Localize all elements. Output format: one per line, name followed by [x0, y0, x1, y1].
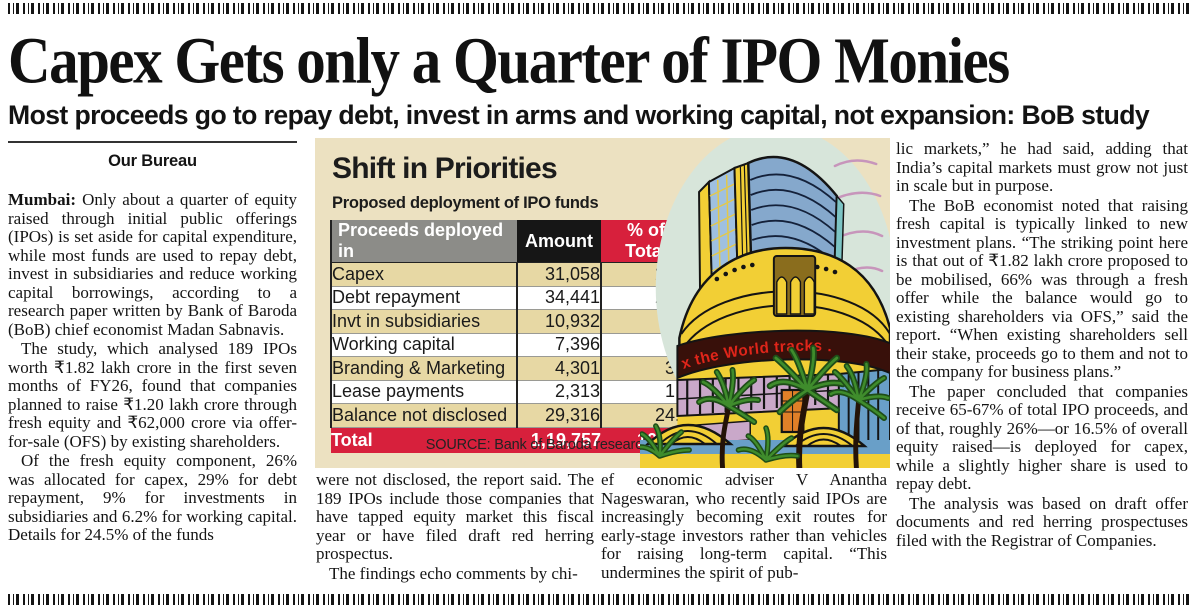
article-paragraph: The BoB economist noted that raising fre… [896, 195, 1188, 382]
infographic-panel: Shift in Priorities Proposed deployment … [315, 138, 890, 468]
row-label: Balance not disclosed [330, 403, 517, 428]
article-column-2: were not disclosed, the report said. The… [316, 470, 594, 583]
infographic-subtitle: Proposed deployment of IPO funds [332, 194, 599, 212]
article-paragraph: The paper concluded that companies recei… [896, 381, 1188, 494]
ticker-band: x the World tracks . [676, 329, 890, 380]
row-label: Working capital [330, 333, 517, 357]
total-label: Total [331, 427, 517, 453]
article-paragraph: ef economic adviser V Anantha Nageswaran… [601, 470, 887, 582]
byline: Our Bureau [108, 152, 197, 170]
palm-trees [640, 348, 888, 468]
infographic-title: Shift in Priorities [332, 152, 558, 185]
row-amount: 4,301 [516, 356, 601, 381]
total-amount: 1,19,757 [517, 427, 601, 453]
table-header-row: Proceeds deployed in Amount % of Total [330, 220, 691, 263]
row-amount: 7,396 [516, 333, 601, 357]
byline-rule [8, 141, 297, 143]
table-row: Capex 31,058 25.9 [330, 262, 692, 287]
table-total-row: Total 1,19,757 100 [331, 427, 691, 453]
article-column-4: lic markets,” he had said, adding that I… [896, 139, 1188, 550]
row-amount: 34,441 [516, 286, 601, 310]
article-paragraph: were not disclosed, the report said. The… [316, 470, 594, 564]
cloud-swirls-icon [831, 159, 884, 275]
row-label: Invt in subsidiaries [330, 309, 517, 334]
subheadline: Most proceeds go to repay debt, invest i… [8, 100, 1150, 130]
article-column-1: Our Bureau Mumbai: Only about a quarter … [8, 141, 297, 545]
row-amount: 29,316 [516, 403, 601, 428]
table-row: Invt in subsidiaries 10,932 9.1 [330, 309, 692, 334]
article-paragraph: The study, which analysed 189 IPOs worth… [8, 339, 297, 451]
article-paragraph: The analysis was based on draft offer do… [896, 493, 1188, 550]
row-label: Branding & Marketing [330, 356, 517, 381]
row-label: Capex [330, 262, 517, 287]
decorative-barcode-top [8, 3, 1190, 14]
table-row: Balance not disclosed 29,316 24.5 [330, 403, 692, 428]
table-header-amount: Amount [517, 220, 601, 263]
decorative-barcode-bottom [8, 594, 1190, 605]
dateline: Mumbai: [8, 189, 76, 209]
row-amount: 31,058 [516, 262, 601, 287]
row-amount: 10,932 [516, 309, 601, 334]
row-percent: 24.5 [600, 403, 692, 428]
row-label: Lease payments [330, 380, 517, 404]
headline: Capex Gets only a Quarter of IPO Monies [8, 23, 1010, 98]
article-paragraph: Of the fresh equity component, 26% was a… [8, 451, 297, 545]
ground [640, 423, 890, 468]
table-header-proceeds: Proceeds deployed in [330, 220, 517, 263]
article-paragraph: The findings echo comments by chi- [329, 563, 578, 583]
table-row: Branding & Marketing 4,301 3.6 [330, 356, 692, 381]
article-paragraph: lic markets,” he had said, adding that I… [896, 139, 1188, 196]
table-row: Lease payments 2,313 1.9 [330, 380, 692, 404]
source-note: SOURCE: Bank of Baroda research paper [425, 437, 690, 453]
article-column-3: ef economic adviser V Anantha Nageswaran… [601, 470, 887, 582]
row-amount: 2,313 [516, 380, 601, 404]
bse-building-illustration: x the World tracks . [640, 138, 890, 468]
table-row: Debt repayment 34,441 28.8 [330, 286, 692, 310]
article-paragraph: Mumbai: Only about a quarter of equity r… [8, 189, 298, 339]
ipo-deployment-table: Proceeds deployed in Amount % of Total C… [330, 220, 692, 453]
table-row: Working capital 7,396 6.2 [330, 333, 692, 357]
row-label: Debt repayment [330, 286, 517, 310]
